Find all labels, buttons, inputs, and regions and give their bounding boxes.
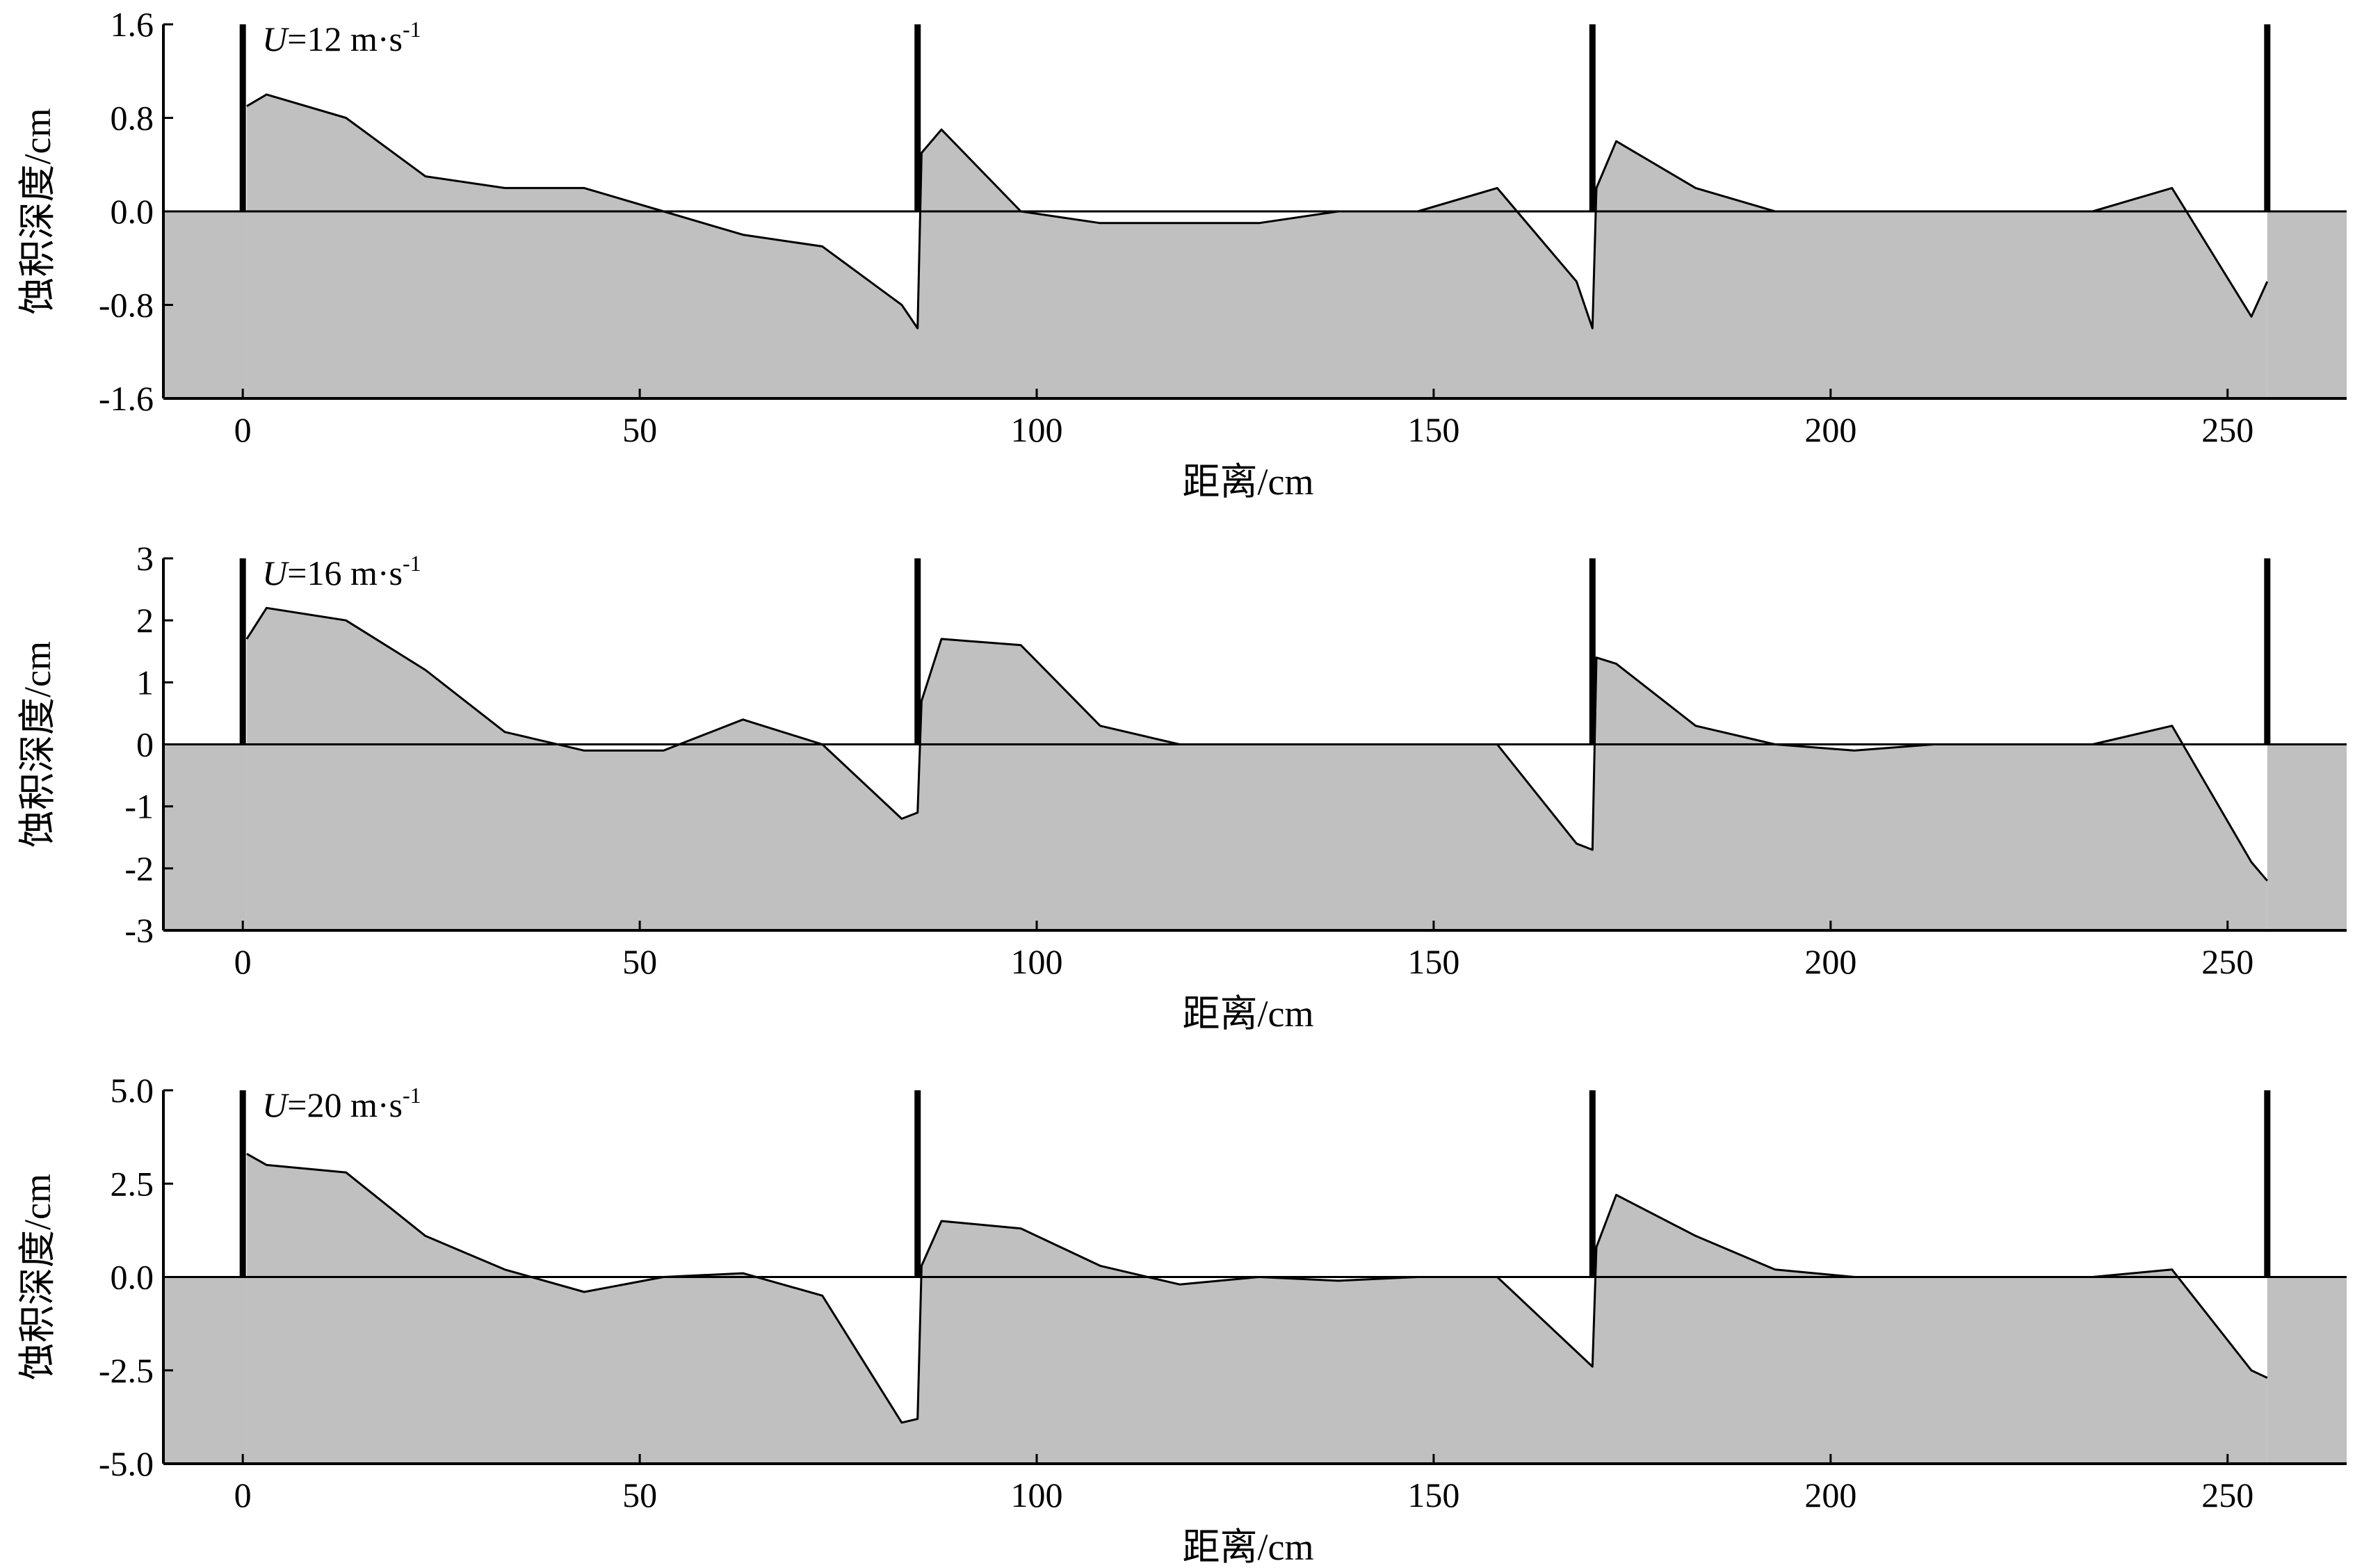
wind-speed-value: =16 m·s [287,553,403,592]
y-tick-label: 0.0 [111,1258,154,1297]
y-tick-label: 2.5 [111,1164,154,1203]
wind-speed-label: U=16 m·s-1 [262,551,421,592]
profile-fill-head [163,211,247,398]
wind-speed-var: U [262,1085,289,1124]
x-tick-label: 50 [622,1476,657,1514]
wind-speed-var: U [262,553,289,592]
wind-speed-var: U [262,19,289,58]
x-tick-label: 50 [622,942,657,981]
chart-panel-2: -3 -2 -1 0 1 2 3 0 50 100 150 200 250 距离/cm 蚀积深度/cm U=1… [17,539,2347,1035]
wind-speed-value: =12 m·s [287,19,403,58]
x-axis-title: 距离/cm [1183,461,1314,503]
y-axis-title: 蚀积深度/cm [17,641,58,848]
profile-fill-tail [2267,1277,2347,1464]
x-tick-label: 150 [1407,942,1459,981]
y-tick-label: -0.8 [99,286,154,325]
x-tick-label: 200 [1804,942,1856,981]
y-tick-label: -1 [124,787,154,826]
x-tick-label: 50 [622,410,657,449]
x-tick-label: 250 [2201,410,2253,449]
wind-speed-value: =20 m·s [287,1085,403,1124]
x-tick-label: 150 [1407,1476,1459,1514]
x-tick-label: 0 [234,1476,252,1514]
y-tick-label: 5.0 [111,1071,154,1110]
wind-speed-unit-exponent: -1 [403,551,421,576]
profile-fill [246,94,2267,398]
wind-speed-unit-exponent: -1 [403,17,421,42]
y-axis-title: 蚀积深度/cm [17,1174,58,1380]
y-tick-label: -5.0 [99,1444,154,1483]
y-tick-label: -3 [124,911,154,950]
y-tick-label: 1 [136,663,154,702]
x-tick-label: 250 [2201,1476,2253,1514]
y-tick-label: 0.8 [111,99,154,138]
profile-fill-tail [2267,211,2347,398]
y-tick-label: -1.6 [99,379,154,418]
profile-fill [246,608,2267,930]
x-tick-label: 100 [1011,410,1063,449]
chart-panel-1: -1.6 -0.8 0.0 0.8 1.6 0 50 100 150 200 250 距离/cm 蚀积深… [17,5,2347,503]
wind-speed-label: U=20 m·s-1 [262,1083,421,1124]
profile-fill-head [163,744,247,930]
y-tick-label: 0 [136,725,154,764]
y-tick-label: 2 [136,601,154,640]
x-tick-label: 150 [1407,410,1459,449]
wind-speed-label: U=12 m·s-1 [262,17,421,58]
x-axis-title: 距离/cm [1183,1526,1314,1568]
x-tick-label: 0 [234,942,252,981]
x-tick-label: 100 [1011,942,1063,981]
profile-fill-head [163,1277,247,1464]
x-axis-title: 距离/cm [1183,993,1314,1035]
profile-fill [246,1154,2267,1464]
wind-speed-unit-exponent: -1 [403,1083,421,1108]
x-tick-label: 250 [2201,942,2253,981]
y-tick-label: 0.0 [111,192,154,231]
chart-panel-3: -5.0 -2.5 0.0 2.5 5.0 0 50 100 150 200 250 距离/cm 蚀积深… [17,1071,2347,1568]
y-tick-label: 3 [136,539,154,578]
y-tick-label: -2 [124,849,154,888]
x-tick-label: 200 [1804,1476,1856,1514]
y-tick-label: -2.5 [99,1351,154,1390]
x-tick-label: 200 [1804,410,1856,449]
x-tick-label: 0 [234,410,252,449]
x-tick-label: 100 [1011,1476,1063,1514]
profile-fill-tail [2267,744,2347,930]
y-tick-label: 1.6 [111,5,154,44]
y-axis-title: 蚀积深度/cm [17,108,58,315]
